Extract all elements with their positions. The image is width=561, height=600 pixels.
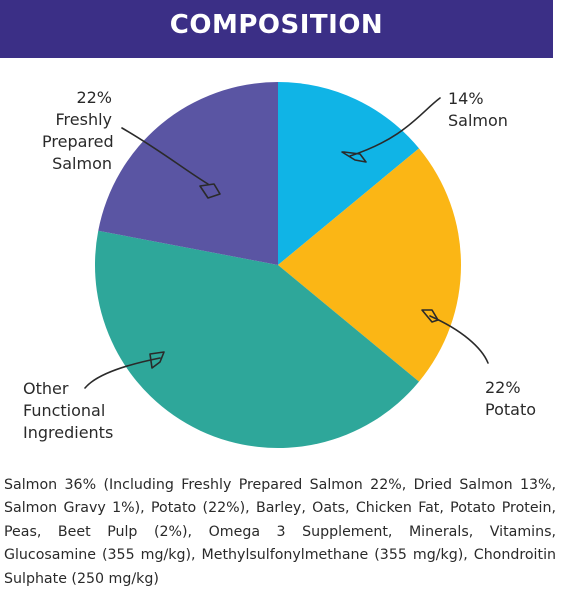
arrow-other [84, 357, 161, 389]
ingredients-description: Salmon 36% (Including Freshly Prepared S… [4, 477, 556, 587]
slice-label-line: 22% [76, 88, 112, 107]
slice-label-other: Other Functional Ingredients [23, 378, 113, 444]
slice-label-line: 14% [448, 89, 484, 108]
pointer-arrows [84, 97, 489, 389]
slice-label-line: Other [23, 379, 69, 398]
arrowhead-freshly [199, 183, 221, 199]
slice-potato [278, 148, 461, 382]
slice-label-line: Prepared [42, 132, 114, 151]
slice-label-freshly: 22% Freshly Prepared Salmon [42, 87, 114, 175]
slice-label-line: Salmon [52, 154, 112, 173]
header-banner: COMPOSITION [0, 0, 553, 58]
slice-label-line: Functional [23, 401, 106, 420]
slice-salmon [278, 82, 420, 265]
slice-label-line: Salmon [448, 111, 508, 130]
arrowhead-other [149, 351, 165, 369]
slice-label-line: 22% [485, 378, 521, 397]
arrow-freshly [121, 127, 209, 185]
slice-other [94, 230, 420, 449]
slice-label-line: Ingredients [23, 423, 114, 442]
pie-slices [94, 82, 461, 449]
slice-label-line: Freshly [55, 110, 113, 129]
arrowhead-salmon [341, 151, 367, 163]
arrowhead-potato [421, 309, 439, 323]
arrow-salmon [349, 97, 441, 157]
slice-label-line: Potato [485, 400, 537, 419]
pie-chart [84, 82, 489, 449]
slice-freshly-prepared-salmon [98, 82, 279, 265]
page-title: COMPOSITION [169, 10, 384, 40]
slice-label-salmon: 14% Salmon [448, 88, 508, 132]
slice-label-potato: 22% Potato [485, 377, 536, 421]
